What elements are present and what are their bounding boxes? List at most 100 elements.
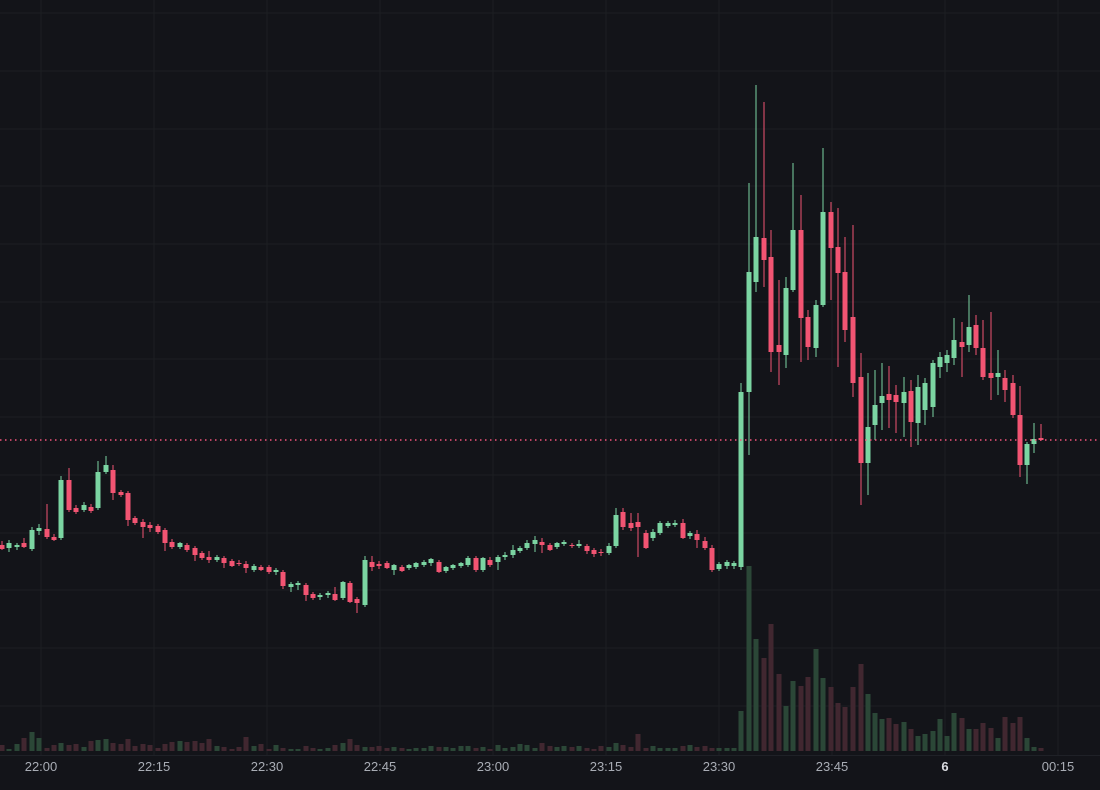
candle-up — [554, 542, 560, 549]
candle-body — [798, 230, 804, 318]
candle-body — [951, 340, 957, 358]
candle-up — [95, 461, 101, 510]
candle-up — [650, 529, 656, 541]
candle-body — [421, 562, 427, 565]
volume-bar — [177, 741, 183, 751]
candle-down — [384, 561, 390, 569]
volume-bar — [657, 748, 663, 751]
candle-down — [988, 312, 994, 400]
time-tick-label: 23:00 — [477, 759, 510, 774]
candle-body — [406, 565, 412, 568]
volume-bar — [413, 748, 419, 751]
volume-bar — [510, 747, 516, 751]
volume-bar — [753, 639, 759, 751]
candle-up — [657, 521, 663, 535]
volume-bar — [606, 747, 612, 751]
candle-body — [628, 523, 634, 528]
candle-down — [0, 541, 5, 550]
volume-bar — [243, 737, 249, 751]
candle-body — [672, 523, 678, 525]
time-axis-background[interactable] — [0, 755, 1100, 790]
volume-bar — [922, 734, 928, 751]
candle-up — [103, 456, 109, 474]
volume-bar — [362, 747, 368, 751]
volume-bar — [340, 743, 346, 751]
candle-down — [694, 530, 700, 548]
volume-bar — [391, 747, 397, 751]
candle-body — [584, 546, 590, 551]
candle-down — [1038, 424, 1044, 441]
volume-bar — [694, 747, 700, 751]
candle-body — [620, 512, 626, 527]
volume-bar — [620, 745, 626, 751]
volume-bar — [930, 731, 936, 751]
volume-bar — [524, 745, 530, 751]
volume-bar — [532, 748, 538, 751]
candle-body — [510, 550, 516, 555]
candle-down — [44, 504, 50, 539]
candle-body — [657, 523, 663, 533]
candle-body — [944, 355, 950, 363]
candle-down — [303, 583, 309, 601]
volume-bar — [495, 745, 501, 751]
candle-up — [517, 546, 523, 553]
candle-up — [561, 540, 567, 546]
candle-body — [524, 543, 530, 548]
candle-body — [850, 317, 856, 383]
candle-down — [850, 225, 856, 397]
volume-bar — [702, 746, 708, 751]
candle-body — [29, 530, 35, 549]
candle-down — [155, 524, 161, 534]
candle-down — [591, 548, 597, 557]
candle-down — [162, 528, 168, 551]
volume-bar — [768, 624, 774, 751]
candle-up — [930, 360, 936, 417]
volume-bar — [879, 719, 885, 751]
candle-down — [487, 557, 493, 567]
volume-bar — [1031, 747, 1037, 751]
candle-body — [702, 541, 708, 548]
candle-body — [858, 377, 864, 463]
candle-down — [835, 208, 841, 367]
candle-body — [901, 392, 907, 403]
candle-up — [177, 542, 183, 549]
candle-body — [539, 542, 545, 545]
candle-up — [288, 582, 294, 592]
time-axis[interactable]: 22:00 22:15 22:30 22:45 23:00 23:15 23:30 23:45… — [0, 755, 1100, 790]
candle-up — [524, 540, 530, 550]
candle-up — [716, 562, 722, 571]
candle-body — [332, 594, 338, 600]
candle-body — [303, 585, 309, 595]
time-tick-label: 23:45 — [816, 759, 849, 774]
candle-up — [995, 350, 1001, 395]
time-tick-label: 00:15 — [1042, 759, 1075, 774]
candle-up — [813, 300, 819, 357]
candle-up — [6, 540, 12, 552]
candle-body — [746, 272, 752, 392]
volume-bar — [14, 744, 20, 751]
candle-body — [805, 317, 811, 347]
candle-up — [753, 85, 759, 292]
candle-body — [532, 540, 538, 544]
candle-body — [591, 550, 597, 554]
volume-bar — [959, 718, 965, 751]
volume-bar — [288, 749, 294, 751]
candle-body — [443, 567, 449, 571]
candle-body — [988, 373, 994, 378]
candle-body — [413, 563, 419, 567]
candle-body — [295, 583, 301, 585]
candle-body — [162, 530, 168, 543]
volume-bar — [569, 747, 575, 751]
volume-bar — [206, 739, 212, 751]
volume-bar — [1002, 717, 1008, 751]
candle-down — [376, 561, 382, 569]
candle-up — [81, 502, 87, 512]
candle-body — [930, 363, 936, 407]
candle-up — [944, 350, 950, 372]
candle-up — [724, 560, 730, 569]
candle-body — [325, 593, 331, 595]
candle-body — [643, 533, 649, 548]
volume-bar — [221, 747, 227, 751]
volume-bar — [169, 742, 175, 751]
